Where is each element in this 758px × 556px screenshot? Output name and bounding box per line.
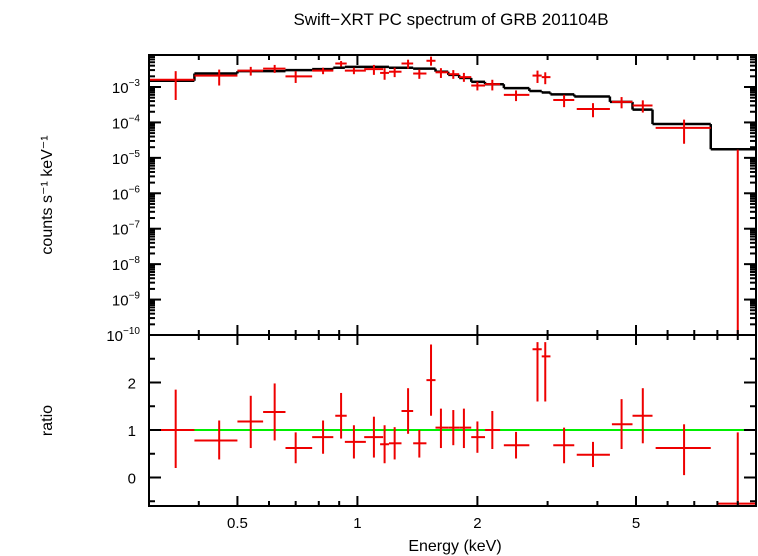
ratio-data-points	[149, 342, 756, 506]
y-tick-label: 10−8	[112, 255, 141, 274]
y-tick-label: 10−6	[112, 184, 141, 203]
ratio-y-axis-label: ratio	[39, 405, 56, 436]
y-tick-label: 10−4	[112, 113, 141, 132]
y-tick-base: 10	[112, 186, 129, 203]
y-tick-exponent: −8	[129, 255, 141, 266]
y-tick-exponent: −3	[129, 78, 141, 89]
x-tick-label: 1	[353, 515, 361, 532]
ratio-y-tick-label: 0	[128, 471, 136, 488]
x-axis-label: Energy (keV)	[408, 538, 501, 555]
x-tick-label: 0.5	[227, 515, 248, 532]
y-tick-exponent: −5	[129, 149, 141, 160]
ratio-plot-frame	[148, 334, 757, 507]
x-tick-label: 2	[473, 515, 481, 532]
y-tick-exponent: −6	[129, 184, 141, 195]
ratio-panel: 0.5 1 2 5 0 1 2 ratio	[39, 334, 757, 532]
chart-title: Swift−XRT PC spectrum of GRB 201104B	[293, 10, 608, 29]
y-tick-label: 10−3	[112, 78, 141, 97]
ratio-y-tick-label: 1	[128, 423, 136, 440]
x-tick-label: 5	[632, 515, 640, 532]
y-tick-base: 10	[112, 222, 129, 239]
y-tick-label: 10−5	[112, 149, 141, 168]
y-tick-base: 10	[106, 328, 123, 345]
y-tick-exponent: −10	[123, 326, 140, 337]
y-tick-label: 10−9	[112, 291, 141, 310]
ratio-y-tick-label: 2	[128, 376, 136, 393]
y-tick-exponent: −9	[129, 291, 141, 302]
spectrum-plot-frame	[148, 54, 757, 336]
spectrum-data-points	[149, 56, 756, 336]
y-tick-label: 10−7	[112, 220, 141, 239]
y-tick-label: 10−10	[106, 326, 140, 345]
y-tick-exponent: −4	[129, 113, 141, 124]
y-tick-base: 10	[112, 80, 129, 97]
y-tick-exponent: −7	[129, 220, 141, 231]
y-tick-base: 10	[112, 257, 129, 274]
spectrum-y-axis-label: counts s⁻¹ keV⁻¹	[39, 135, 56, 254]
model-curve	[149, 65, 756, 151]
y-tick-base: 10	[112, 293, 129, 310]
y-tick-base: 10	[112, 115, 129, 132]
y-tick-base: 10	[112, 151, 129, 168]
